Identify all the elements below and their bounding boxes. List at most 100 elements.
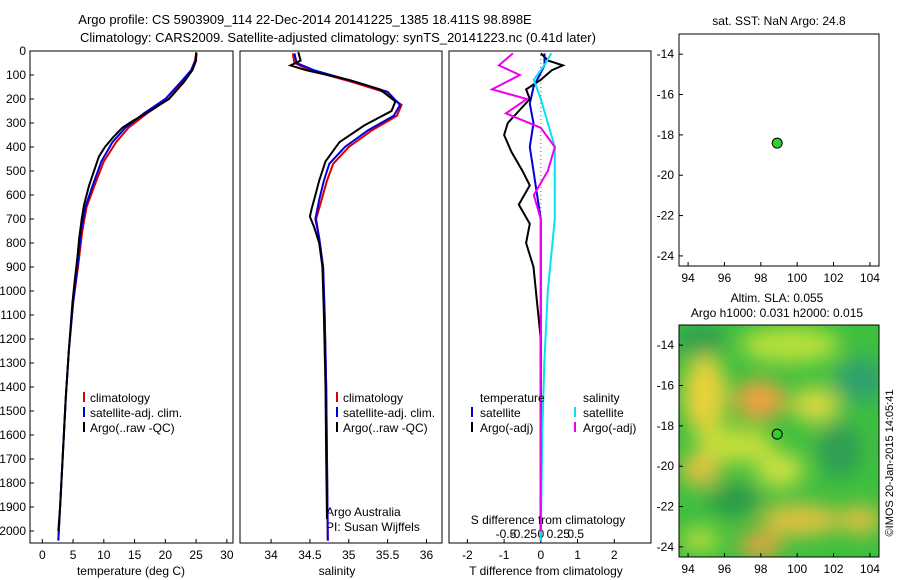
argo-location-point [771, 137, 783, 149]
map-x-tick-label: 98 [754, 271, 768, 285]
series-line-satellite-adj-clim- [57, 53, 198, 541]
credit-text: ©IMOS 20-Jan-2015 14:05:41 [884, 390, 896, 537]
x-tick-label: 34 [264, 548, 278, 562]
y-tick-label: 700 [6, 212, 26, 226]
map-y-tick-label: -14 [657, 338, 675, 352]
legend-label: Argo(-adj) [480, 421, 533, 435]
y-tick-label: 300 [6, 116, 26, 130]
sal-diff-tick-label: 0.25 [547, 527, 571, 541]
salinity-xlabel: salinity [319, 564, 356, 578]
salinity-annotation-2: PI: Susan Wijffels [326, 520, 420, 534]
x-tick-label: 35.5 [376, 548, 400, 562]
sal-diff-tick-label: 0.5 [567, 527, 584, 541]
x-tick-label: 35 [342, 548, 356, 562]
y-tick-label: 1800 [0, 476, 26, 490]
series-line-s-argo-adj- [489, 52, 556, 531]
map-x-tick-label: 94 [681, 562, 695, 576]
legend-header-salinity: salinity [583, 391, 620, 405]
legend-label: satellite-adj. clim. [90, 406, 182, 420]
legend-label: satellite [583, 406, 624, 420]
y-tick-label: 1500 [0, 404, 26, 418]
x-tick-label: 10 [97, 548, 111, 562]
header-line-2: Climatology: CARS2009. Satellite-adjuste… [80, 30, 596, 45]
map-y-tick-label: -16 [657, 88, 675, 102]
header-line-1: Argo profile: CS 5903909_114 22-Dec-2014… [78, 12, 532, 27]
map-x-tick-label: 98 [754, 562, 768, 576]
y-tick-label: 1300 [0, 356, 26, 370]
y-tick-label: 1700 [0, 452, 26, 466]
x-tick-label: 0 [39, 548, 46, 562]
x-tick-label: 1 [574, 548, 581, 562]
x-tick-label: 25 [189, 548, 203, 562]
sla-map-title-2: Argo h1000: 0.031 h2000: 0.015 [691, 306, 863, 320]
y-tick-label: 800 [6, 236, 26, 250]
x-tick-label: -2 [462, 548, 473, 562]
series-line-argo-raw-qc- [57, 52, 198, 532]
y-tick-label: 1200 [0, 332, 26, 346]
salinity-annotation-1: Argo Australia [326, 505, 401, 519]
series-line-argo-raw-qc- [287, 51, 397, 520]
y-tick-label: 1100 [0, 308, 26, 322]
series-line-satellite-adj-clim- [293, 53, 402, 541]
y-tick-label: 2000 [0, 524, 26, 538]
sla-map-panel [678, 324, 880, 558]
sal-diff-tick-label: -0.25 [510, 527, 538, 541]
x-tick-label: 5 [70, 548, 77, 562]
map-x-tick-label: 104 [860, 271, 880, 285]
x-tick-label: 20 [159, 548, 173, 562]
difference-s-title: S difference from climatology [471, 513, 626, 527]
difference-xlabel: T difference from climatology [469, 564, 623, 578]
legend-label: Argo(-adj) [583, 421, 636, 435]
y-tick-label: 1600 [0, 428, 26, 442]
legend-label: climatology [90, 391, 150, 405]
series-line-t-argo-adj- [503, 52, 566, 531]
series-line-climatology [291, 53, 403, 541]
y-tick-label: 1000 [0, 284, 26, 298]
sst-map-panel [678, 33, 880, 267]
x-tick-label: 0 [537, 548, 544, 562]
legend-label: satellite [480, 406, 521, 420]
map-x-tick-label: 102 [824, 562, 844, 576]
temperature-xlabel: temperature (deg C) [77, 564, 185, 578]
map-x-tick-label: 100 [787, 271, 807, 285]
y-tick-label: 1900 [0, 500, 26, 514]
legend-label: climatology [343, 391, 403, 405]
x-tick-label: 36 [420, 548, 434, 562]
map-x-tick-label: 100 [787, 562, 807, 576]
x-tick-label: 2 [611, 548, 618, 562]
map-x-tick-label: 96 [718, 271, 732, 285]
y-tick-label: 0 [19, 44, 26, 58]
difference-panel [448, 50, 652, 544]
temperature-panel [29, 50, 234, 544]
salinity-panel [239, 50, 443, 544]
legend-label: Argo(..raw -QC) [90, 421, 175, 435]
map-y-tick-label: -18 [657, 128, 675, 142]
map-y-tick-label: -16 [657, 379, 675, 393]
legend-header-temperature: temperature [480, 391, 545, 405]
map-x-tick-label: 96 [718, 562, 732, 576]
y-tick-label: 500 [6, 164, 26, 178]
y-tick-label: 400 [6, 140, 26, 154]
sla-map-title-1: Altim. SLA: 0.055 [731, 291, 824, 305]
legend-label: Argo(..raw -QC) [343, 421, 428, 435]
legend-label: satellite-adj. clim. [343, 406, 435, 420]
sal-diff-tick-label: -0.5 [496, 527, 517, 541]
y-tick-label: 600 [6, 188, 26, 202]
x-tick-label: -1 [499, 548, 510, 562]
series-line-s-satellite [532, 52, 556, 541]
x-tick-label: 15 [128, 548, 142, 562]
y-tick-label: 1400 [0, 380, 26, 394]
map-y-tick-label: -24 [657, 249, 675, 263]
x-tick-label: 34.5 [298, 548, 322, 562]
argo-location-point [771, 428, 783, 440]
y-tick-label: 100 [6, 68, 26, 82]
map-y-tick-label: -14 [657, 47, 675, 61]
y-tick-label: 200 [6, 92, 26, 106]
map-y-tick-label: -20 [657, 459, 675, 473]
sla-heatmap [679, 325, 879, 557]
map-y-tick-label: -24 [657, 540, 675, 554]
sst-map-title: sat. SST: NaN Argo: 24.8 [712, 14, 846, 28]
y-tick-label: 900 [6, 260, 26, 274]
x-tick-label: 30 [220, 548, 234, 562]
